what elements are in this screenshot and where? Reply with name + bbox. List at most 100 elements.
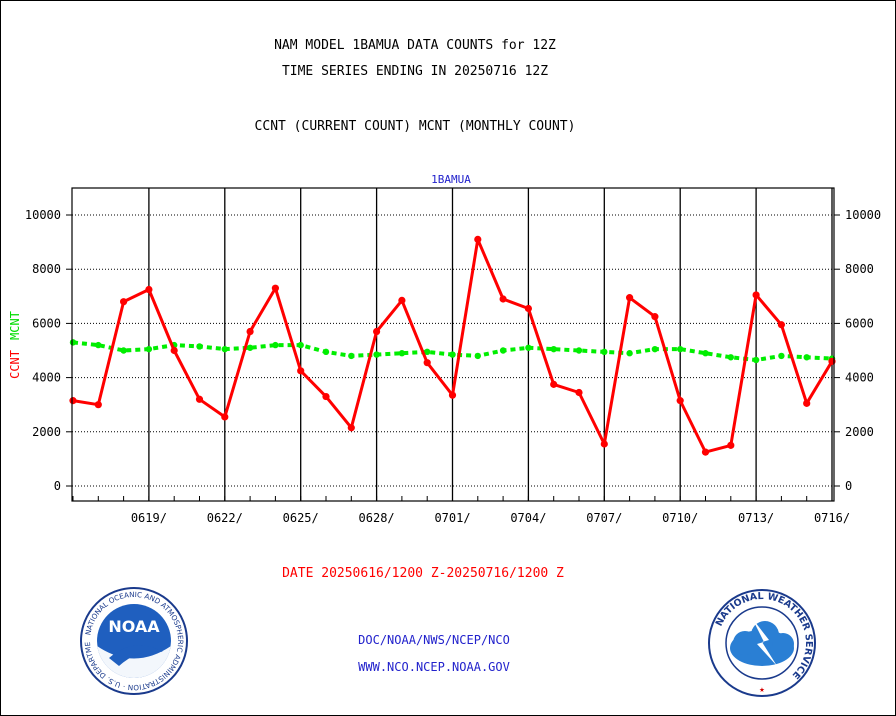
svg-text:CCNTMCNT: CCNT MCNT: [8, 311, 22, 379]
ccnt-point: [727, 441, 735, 449]
ccnt-point: [322, 392, 330, 401]
ccnt-point: [195, 395, 204, 403]
x-tick-label: 0622/: [207, 511, 243, 525]
ccnt-point: [499, 295, 507, 303]
mcnt-point: [69, 339, 77, 346]
y-tick-label-left: 6000: [32, 316, 61, 330]
mcnt-point: [449, 351, 456, 358]
ccnt-point: [94, 401, 102, 409]
y-axis-label-left: CCNT MCNT: [8, 311, 22, 379]
ccnt-point: [423, 359, 431, 367]
ccnt-point: [246, 327, 254, 336]
mcnt-point: [727, 354, 734, 361]
y-tick-label-right: 4000: [845, 371, 874, 385]
mcnt-point: [373, 351, 380, 358]
x-tick-label: 0707/: [586, 511, 622, 525]
chart-title-line-1: NAM MODEL 1BAMUA DATA COUNTS for 12Z: [274, 38, 556, 53]
mcnt-point: [322, 348, 330, 356]
y-tick-label-left: 8000: [32, 262, 61, 276]
series: [69, 235, 836, 456]
website-link[interactable]: WWW.NCO.NCEP.NOAA.GOV: [358, 660, 510, 674]
ccnt-point: [145, 285, 153, 294]
x-tick-label: 0713/: [738, 511, 774, 525]
ccnt-point: [221, 413, 229, 421]
y-tick-label-left: 10000: [25, 208, 61, 222]
ccnt-point: [651, 313, 659, 321]
ccnt-point: [297, 367, 305, 375]
mcnt-point: [525, 344, 532, 351]
y-tick-label-right: 8000: [845, 262, 874, 276]
mcnt-point: [677, 345, 684, 353]
ccnt-point: [170, 346, 178, 355]
y-tick-label-left: 2000: [32, 425, 61, 439]
mcnt-point: [95, 341, 102, 349]
ccnt-point: [448, 391, 457, 399]
y-tick-label-right: 2000: [845, 425, 874, 439]
y-tick-label-left: 0: [54, 479, 61, 493]
mcnt-point: [651, 345, 659, 353]
mcnt-point: [246, 344, 254, 351]
y-tick-label-right: 6000: [845, 316, 874, 330]
ccnt-point: [347, 424, 355, 432]
mcnt-point: [626, 350, 633, 357]
mcnt-point: [348, 352, 355, 360]
mcnt-point: [778, 352, 785, 360]
mcnt-axis-label: MCNT: [8, 311, 22, 340]
agency-link[interactable]: DOC/NOAA/NWS/NCEP/NCO: [358, 633, 510, 647]
chart-subtitle: 1BAMUA: [431, 173, 471, 186]
axis-ticks: 0 0 2000 2000 4000 4000 6000 6000 8000 8000 10000 1…: [25, 208, 881, 525]
chart-title-line-3: CCNT (CURRENT COUNT) MCNT (MONTHLY COUNT…: [254, 119, 576, 134]
y-tick-label-left: 4000: [32, 371, 61, 385]
ccnt-point: [600, 440, 608, 448]
ccnt-point: [676, 397, 684, 405]
mcnt-point: [702, 350, 709, 357]
ccnt-point: [701, 448, 710, 456]
mcnt-point: [145, 345, 153, 353]
mcnt-point: [398, 350, 406, 357]
mcnt-point: [474, 352, 481, 360]
grid: [72, 188, 834, 501]
mcnt-point: [752, 356, 760, 364]
y-tick-label-right: 10000: [845, 208, 881, 222]
x-tick-label: 0628/: [359, 511, 395, 525]
mcnt-point: [272, 341, 279, 349]
x-tick-label: 0716/: [814, 511, 850, 525]
nws-logo: ★ NATIONAL WEATHER SERVICE: [708, 589, 816, 697]
ccnt-point: [524, 304, 533, 313]
ccnt-point: [550, 380, 558, 388]
svg-text:★: ★: [759, 685, 765, 695]
x-tick-label: 0625/: [283, 511, 319, 525]
plot-area-border: [71, 187, 835, 502]
ccnt-point: [373, 327, 381, 336]
ccnt-point: [777, 321, 786, 329]
mcnt-point: [424, 348, 431, 356]
y-tick-label-right: 0: [845, 479, 852, 493]
mcnt-point: [196, 343, 203, 350]
ccnt-point: [575, 388, 583, 397]
ccnt-point: [271, 284, 279, 292]
mcnt-point: [601, 348, 608, 356]
noaa-logo: NOAA NATIONAL OCEANIC AND ATMOSPHERIC AD…: [79, 586, 188, 695]
mcnt-point: [120, 347, 127, 354]
mcnt-point: [297, 341, 304, 349]
ccnt-point: [626, 294, 634, 302]
time-series-chart: 1BAMUA 0 0 2000 2000 4000 4000 6000 6000 8000 800…: [8, 173, 881, 525]
date-range-label: DATE 20250616/1200 Z-20250716/1200 Z: [282, 566, 564, 581]
mcnt-point: [803, 354, 810, 361]
ccnt-point: [803, 399, 811, 407]
noaa-logo-text: NOAA: [108, 617, 160, 636]
ccnt-point: [120, 298, 128, 306]
x-tick-label: 0701/: [434, 511, 470, 525]
ccnt-point: [474, 235, 482, 243]
mcnt-point: [499, 347, 507, 354]
mcnt-point: [575, 347, 583, 354]
ccnt-point: [398, 296, 406, 304]
x-tick-label: 0710/: [662, 511, 698, 525]
chart-title-line-2: TIME SERIES ENDING IN 20250716 12Z: [281, 64, 549, 79]
x-tick-label: 0619/: [131, 511, 167, 525]
mcnt-point: [221, 345, 228, 353]
mcnt-point: [550, 345, 557, 353]
ccnt-axis-label: CCNT: [8, 350, 22, 379]
x-tick-label: 0704/: [510, 511, 546, 525]
ccnt-point: [752, 291, 760, 299]
